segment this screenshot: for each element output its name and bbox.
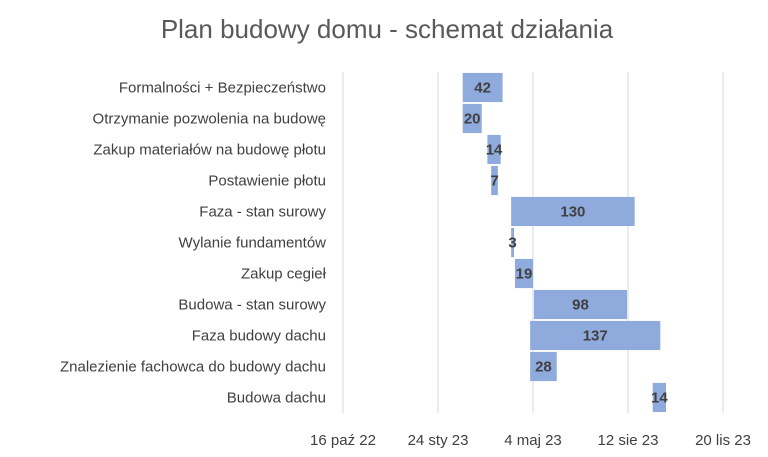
- bar: [533, 289, 628, 320]
- bar: [530, 351, 557, 382]
- x-tick-label: 20 lis 23: [695, 432, 751, 449]
- category-label: Budowa - stan surowy: [178, 297, 326, 314]
- category-label: Znalezienie fachowca do budowy dachu: [60, 359, 326, 376]
- gridlines: [342, 72, 724, 413]
- data-label: 3: [508, 235, 516, 252]
- category-label: Faza - stan surowy: [199, 204, 326, 221]
- bar: [511, 227, 514, 258]
- data-label: 19: [516, 266, 533, 283]
- data-label: 7: [490, 173, 498, 190]
- data-label: 137: [583, 328, 608, 345]
- data-label: 130: [560, 204, 585, 221]
- category-label: Zakup materiałów na budowę płotu: [93, 142, 326, 159]
- category-label: Wylanie fundamentów: [179, 235, 327, 252]
- data-label: 98: [572, 297, 589, 314]
- category-labels: Formalności + Bezpieczeństwo Otrzymanie p…: [60, 80, 327, 407]
- data-label: 14: [486, 142, 503, 159]
- x-tick-label: 16 paź 22: [310, 432, 376, 449]
- category-label: Otrzymanie pozwolenia na budowę: [93, 111, 326, 128]
- bar: [530, 320, 661, 351]
- data-label: 42: [474, 80, 491, 97]
- category-label: Faza budowy dachu: [192, 328, 326, 345]
- bars: 42 20 14 7 130 319 98 137 28 14: [462, 72, 668, 413]
- x-tick-label: 24 sty 23: [408, 432, 469, 449]
- data-label: 28: [535, 359, 552, 376]
- category-label: Budowa dachu: [227, 390, 326, 407]
- data-label: 20: [464, 111, 481, 128]
- bar: [514, 258, 533, 289]
- x-tick-label: 4 maj 23: [504, 432, 562, 449]
- category-label: Formalności + Bezpieczeństwo: [119, 80, 326, 97]
- x-tick-label: 12 sie 23: [598, 432, 659, 449]
- x-axis-tick-labels: 16 paź 22 24 sty 23 4 maj 23 12 sie 23 20 li…: [310, 432, 751, 449]
- category-label: Zakup cegieł: [241, 266, 327, 283]
- category-label: Postawienie płotu: [208, 173, 326, 190]
- bar: [487, 134, 501, 165]
- data-label: 14: [651, 390, 668, 407]
- bar: [652, 382, 666, 413]
- bar: [462, 72, 503, 103]
- bar: [462, 103, 482, 134]
- bar: [511, 196, 635, 227]
- chart-title: Plan budowy domu - schemat działania: [161, 14, 614, 44]
- bar: [491, 165, 498, 196]
